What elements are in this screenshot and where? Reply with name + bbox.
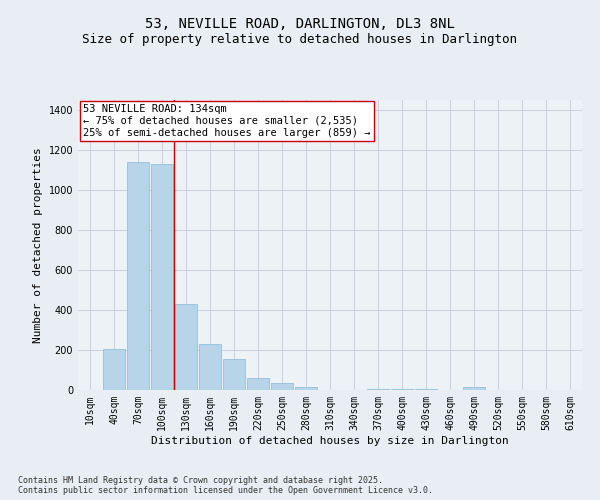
Bar xyxy=(463,387,485,390)
Bar xyxy=(199,344,221,390)
Bar xyxy=(127,162,149,390)
Text: 53, NEVILLE ROAD, DARLINGTON, DL3 8NL: 53, NEVILLE ROAD, DARLINGTON, DL3 8NL xyxy=(145,18,455,32)
Bar xyxy=(247,378,269,390)
X-axis label: Distribution of detached houses by size in Darlington: Distribution of detached houses by size … xyxy=(151,436,509,446)
Bar xyxy=(295,387,317,390)
Bar xyxy=(391,389,413,390)
Bar xyxy=(151,164,173,390)
Bar xyxy=(175,304,197,390)
Bar xyxy=(103,349,125,390)
Bar xyxy=(271,383,293,390)
Y-axis label: Number of detached properties: Number of detached properties xyxy=(33,147,43,343)
Bar xyxy=(415,389,437,390)
Text: Contains HM Land Registry data © Crown copyright and database right 2025.
Contai: Contains HM Land Registry data © Crown c… xyxy=(18,476,433,495)
Bar xyxy=(367,389,389,390)
Text: 53 NEVILLE ROAD: 134sqm
← 75% of detached houses are smaller (2,535)
25% of semi: 53 NEVILLE ROAD: 134sqm ← 75% of detache… xyxy=(83,104,371,138)
Bar xyxy=(223,359,245,390)
Text: Size of property relative to detached houses in Darlington: Size of property relative to detached ho… xyxy=(83,32,517,46)
